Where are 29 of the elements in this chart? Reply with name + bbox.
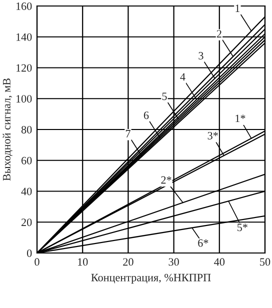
annotation: 3 bbox=[198, 52, 204, 60]
annotation: 3* bbox=[208, 132, 218, 140]
x-tick-label: 10 bbox=[78, 258, 88, 266]
y-tick-label: 0 bbox=[27, 249, 32, 257]
x-axis-title: Концентрация, %НКПРП bbox=[91, 274, 211, 284]
x-tick-label: 0 bbox=[34, 258, 40, 266]
y-tick-label: 120 bbox=[16, 64, 32, 72]
y-tick-label: 40 bbox=[21, 188, 32, 196]
y-tick-label: 60 bbox=[22, 156, 32, 164]
x-tick-label: 50 bbox=[260, 258, 270, 266]
annotation: 6* bbox=[198, 239, 208, 247]
annotation: 5 bbox=[162, 92, 167, 100]
annotation: 4 bbox=[180, 73, 186, 81]
annotation: 1 bbox=[236, 4, 240, 12]
y-tick-label: 100 bbox=[16, 95, 32, 103]
annotation: 6 bbox=[144, 112, 149, 120]
x-tick-label: 30 bbox=[168, 258, 179, 266]
y-tick-label: 20 bbox=[22, 218, 32, 226]
annotation: 1* bbox=[236, 114, 246, 122]
annotation: 7 bbox=[126, 130, 130, 138]
annotation: 2 bbox=[216, 30, 222, 38]
annotation: 2* bbox=[161, 176, 172, 184]
x-tick-label: 20 bbox=[123, 258, 134, 266]
y-axis-title: Выходной сигнал, мВ bbox=[2, 78, 12, 181]
y-tick-label: 140 bbox=[16, 33, 32, 41]
annotation: 5* bbox=[238, 224, 248, 232]
y-tick-label: 80 bbox=[21, 126, 32, 134]
y-tick-label: 160 bbox=[16, 2, 32, 10]
x-tick-label: 40 bbox=[214, 258, 225, 266]
